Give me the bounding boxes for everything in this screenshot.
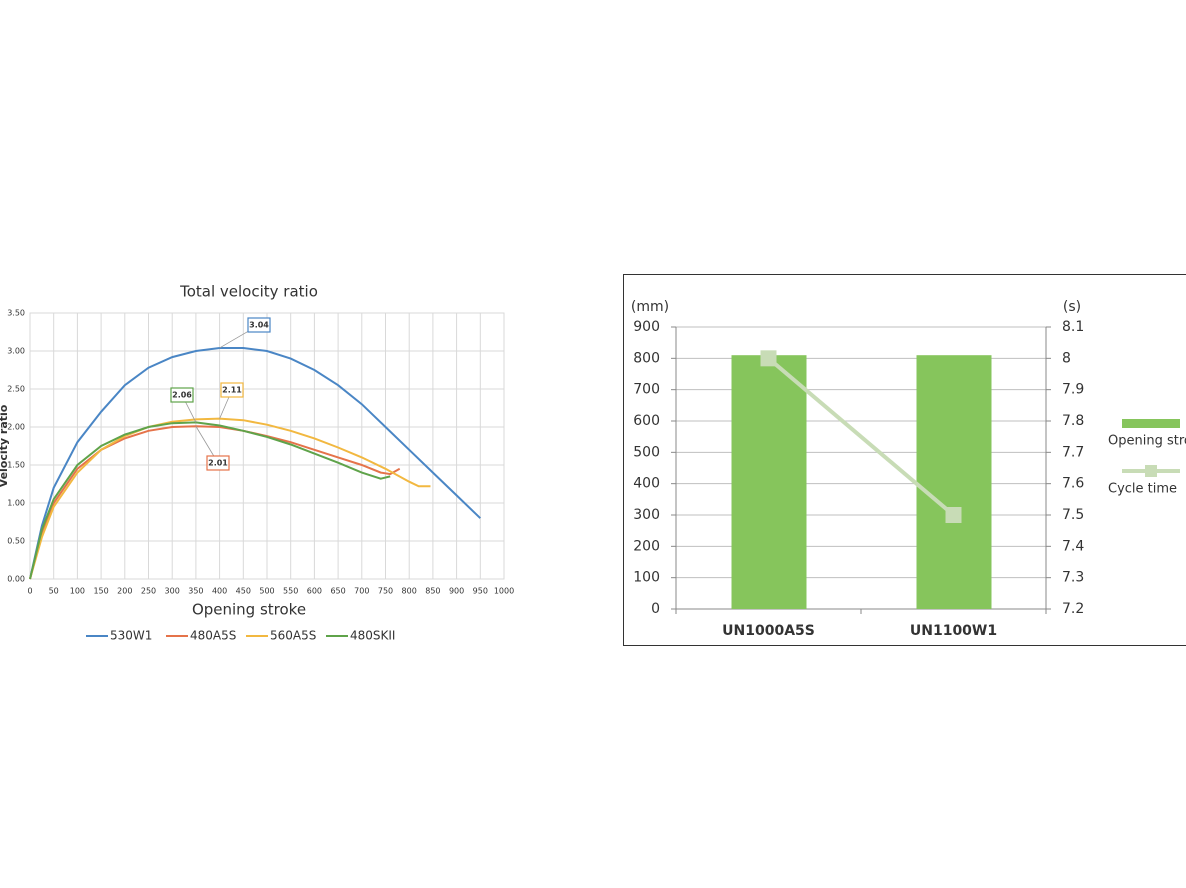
x-tick-label: 700	[354, 587, 369, 596]
y-axis-unit: (mm)	[631, 299, 669, 315]
y2-axis-unit: (s)	[1063, 299, 1081, 315]
y2-tick-label: 8	[1062, 350, 1071, 366]
legend-label: 480A5S	[190, 629, 236, 643]
y-tick-label: 100	[633, 570, 660, 586]
x-tick-label: 450	[236, 587, 251, 596]
bar	[916, 355, 992, 609]
legend-label: 530W1	[110, 629, 152, 643]
line-marker	[760, 350, 777, 367]
x-tick-label: 100	[70, 587, 85, 596]
annotation: 2.11	[222, 386, 242, 395]
series-line	[29, 347, 481, 580]
legend-marker	[1145, 465, 1157, 477]
y-tick-label: 0	[651, 601, 660, 617]
annotation: 2.06	[172, 391, 192, 400]
y2-tick-label: 7.8	[1062, 413, 1084, 429]
x-tick-label: 650	[330, 587, 345, 596]
annotation: 3.04	[249, 321, 269, 330]
annotation-box	[247, 317, 271, 333]
annotation: 2.01	[208, 459, 228, 468]
y-tick-label: 200	[633, 538, 660, 554]
legend-label: 480SKII	[350, 629, 395, 643]
x-tick-label: 200	[117, 587, 132, 596]
y2-tick-label: 7.3	[1062, 570, 1084, 586]
x-tick-label: 0	[27, 587, 32, 596]
bar	[731, 355, 807, 609]
x-tick-label: 950	[473, 587, 488, 596]
x-tick-label: 1000	[494, 587, 514, 596]
legend-label: Cycle time	[1108, 482, 1177, 497]
y-tick-label: 700	[633, 382, 660, 398]
x-tick-label: 800	[402, 587, 417, 596]
x-tick-label: 400	[212, 587, 227, 596]
y-tick-label: 2.50	[7, 385, 25, 394]
x-tick-label: 850	[425, 587, 440, 596]
annotation-box	[170, 387, 194, 403]
x-tick-label: 600	[307, 587, 322, 596]
x-tick-label: 900	[449, 587, 464, 596]
x-axis-label: Opening stroke	[192, 601, 306, 619]
legend-label: 560A5S	[270, 629, 316, 643]
x-tick-label: UN1100W1	[910, 623, 997, 639]
y2-tick-label: 7.7	[1062, 444, 1084, 460]
line-marker	[945, 507, 962, 523]
x-tick-label: 300	[165, 587, 180, 596]
x-tick-label: 750	[378, 587, 393, 596]
x-tick-label: 350	[188, 587, 203, 596]
y2-tick-label: 7.4	[1062, 538, 1084, 554]
chart-title: Total velocity ratio	[179, 283, 318, 301]
legend-label: Opening stroke	[1108, 434, 1186, 449]
series-line	[767, 356, 955, 517]
chart-frame	[623, 274, 1186, 646]
y-tick-label: 1.00	[7, 499, 25, 508]
y-tick-label: 500	[633, 444, 660, 460]
y2-tick-label: 7.6	[1062, 476, 1084, 492]
y-tick-label: 2.00	[7, 423, 25, 432]
annotation-box	[220, 382, 244, 398]
y-tick-label: 300	[633, 507, 660, 523]
series-line	[29, 425, 401, 580]
series-line	[29, 421, 391, 580]
y2-tick-label: 7.5	[1062, 507, 1084, 523]
y-tick-label: 1.50	[7, 461, 25, 470]
x-tick-label: 550	[283, 587, 298, 596]
x-tick-label: 150	[93, 587, 108, 596]
y-tick-label: 600	[633, 413, 660, 429]
y2-tick-label: 7.2	[1062, 601, 1084, 617]
y-tick-label: 400	[633, 476, 660, 492]
y-tick-label: 3.00	[7, 347, 25, 356]
y-tick-label: 900	[633, 319, 660, 335]
x-tick-label: 50	[49, 587, 59, 596]
y-axis-label: Velocity ratio	[0, 404, 10, 487]
x-tick-label: 500	[259, 587, 274, 596]
y2-tick-label: 8.1	[1062, 319, 1084, 335]
series-line	[29, 417, 431, 580]
y2-tick-label: 7.9	[1062, 382, 1084, 398]
annotation-box	[206, 455, 230, 471]
x-tick-label: 250	[141, 587, 156, 596]
x-tick-label: UN1000A5S	[722, 623, 815, 639]
y-tick-label: 800	[633, 350, 660, 366]
y-tick-label: 0.50	[7, 537, 25, 546]
y-tick-label: 3.50	[7, 309, 25, 318]
legend-swatch	[1122, 419, 1180, 428]
y-tick-label: 0.00	[7, 575, 25, 584]
